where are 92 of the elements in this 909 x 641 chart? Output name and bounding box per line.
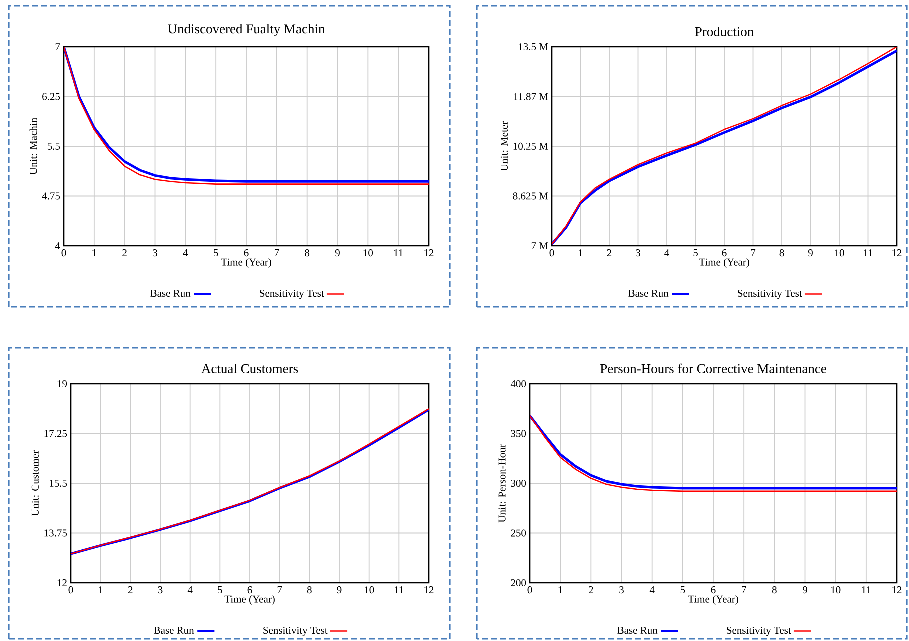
y-tick-label: 8.625 M: [513, 192, 548, 200]
x-tick-label: 4: [183, 250, 188, 256]
x-tick-label: 8: [780, 250, 784, 257]
legend-label: Base Run: [150, 290, 191, 298]
x-tick-label: 7: [278, 586, 282, 594]
x-tick-label: 6: [244, 250, 249, 257]
x-tick-label: 10: [364, 250, 374, 257]
y-tick-label: 7: [56, 44, 60, 50]
x-tick-label: 9: [335, 250, 340, 257]
y-tick-label: 4.75: [42, 192, 60, 200]
x-tick-label: 3: [636, 250, 640, 257]
x-tick-label: 10: [365, 586, 374, 594]
y-tick-label: 7 M: [532, 242, 548, 250]
y-tick-label: 250: [511, 530, 526, 537]
x-tick-label: 2: [589, 586, 594, 594]
x-axis-title: Time (Year): [224, 595, 275, 605]
x-tick-label: 12: [892, 586, 902, 594]
x-tick-label: 12: [424, 250, 434, 256]
x-tick-label: 12: [424, 586, 434, 594]
legend-label: Sensitivity Test: [727, 627, 792, 636]
x-tick-label: 5: [218, 586, 222, 594]
x-tick-label: 0: [62, 250, 66, 257]
x-tick-label: 5: [680, 586, 686, 594]
y-tick-label: 13.75: [44, 530, 68, 537]
x-axis-title: Time (Year): [699, 258, 750, 268]
x-tick-label: 1: [92, 250, 96, 256]
y-axis-title: Unit: Person-Hour: [498, 444, 506, 523]
y-tick-label: 11.87 M: [514, 93, 548, 100]
y-axis-title: Unit: Customer: [32, 450, 39, 516]
chart-title: Production: [695, 26, 754, 36]
x-tick-label: 11: [862, 586, 871, 594]
legend-label: Base Run: [154, 627, 194, 634]
y-tick-label: 350: [511, 430, 526, 438]
x-tick-label: 6: [722, 250, 727, 257]
x-tick-label: 8: [305, 250, 310, 257]
x-tick-label: 8: [307, 586, 312, 594]
x-tick-label: 4: [664, 250, 670, 256]
x-tick-label: 2: [607, 250, 612, 256]
x-axis-title: Time (Year): [688, 595, 738, 605]
x-tick-label: 10: [832, 586, 841, 594]
x-tick-label: 6: [711, 586, 716, 594]
chart-title: Undiscovered Fualty Machin: [168, 24, 326, 36]
x-tick-label: 1: [558, 586, 563, 594]
y-tick-label: 13.5 M: [519, 43, 548, 51]
x-tick-label: 8: [772, 586, 777, 594]
x-tick-label: 9: [802, 586, 808, 594]
x-tick-label: 11: [864, 250, 873, 256]
y-tick-label: 12: [58, 580, 67, 586]
x-tick-label: 7: [751, 250, 756, 256]
x-tick-label: 9: [808, 250, 813, 257]
y-tick-label: 4: [55, 242, 60, 250]
x-tick-label: 3: [158, 586, 163, 594]
x-tick-label: 9: [337, 586, 342, 594]
y-tick-label: 10.25 M: [514, 142, 548, 150]
x-axis-title: Time (Year): [221, 258, 272, 268]
y-tick-label: 19: [58, 380, 68, 388]
chart-title: Actual Customers: [202, 364, 298, 374]
x-tick-label: 2: [128, 586, 133, 594]
chart-title: Person-Hours for Corrective Maintenance: [600, 364, 826, 374]
legend-label: Base Run: [628, 290, 669, 298]
legend-label: Sensitivity Test: [264, 627, 328, 636]
x-tick-label: 3: [153, 250, 158, 257]
x-tick-label: 4: [650, 586, 655, 594]
legend-label: Sensitivity Test: [260, 290, 324, 300]
x-tick-label: 1: [579, 250, 583, 256]
legend-label: Sensitivity Test: [738, 290, 802, 300]
x-tick-label: 0: [68, 586, 74, 594]
x-tick-label: 5: [214, 250, 218, 257]
x-tick-label: 5: [694, 250, 698, 257]
x-tick-label: 7: [742, 586, 746, 594]
x-tick-label: 1: [99, 586, 103, 594]
y-tick-label: 15.5: [50, 480, 68, 488]
x-tick-label: 11: [394, 250, 404, 256]
x-tick-label: 0: [550, 250, 554, 257]
legend-label: Base Run: [618, 627, 658, 634]
x-tick-label: 6: [248, 586, 252, 594]
x-tick-label: 7: [274, 250, 280, 256]
y-tick-label: 5.5: [48, 142, 60, 150]
x-tick-label: 4: [188, 586, 193, 594]
y-tick-label: 200: [511, 579, 526, 587]
x-tick-label: 2: [122, 250, 127, 256]
x-tick-label: 3: [620, 586, 624, 594]
x-tick-label: 11: [395, 586, 404, 594]
x-tick-label: 12: [892, 250, 902, 256]
y-axis-title: Unit: Machin: [30, 118, 38, 175]
y-tick-label: 300: [511, 480, 526, 488]
x-tick-label: 0: [528, 586, 532, 594]
y-tick-label: 17.25: [44, 430, 68, 438]
x-tick-label: 10: [835, 250, 844, 257]
y-tick-label: 6.25: [42, 93, 60, 100]
y-tick-label: 400: [510, 380, 526, 388]
y-axis-title: Unit: Meter: [500, 122, 508, 172]
